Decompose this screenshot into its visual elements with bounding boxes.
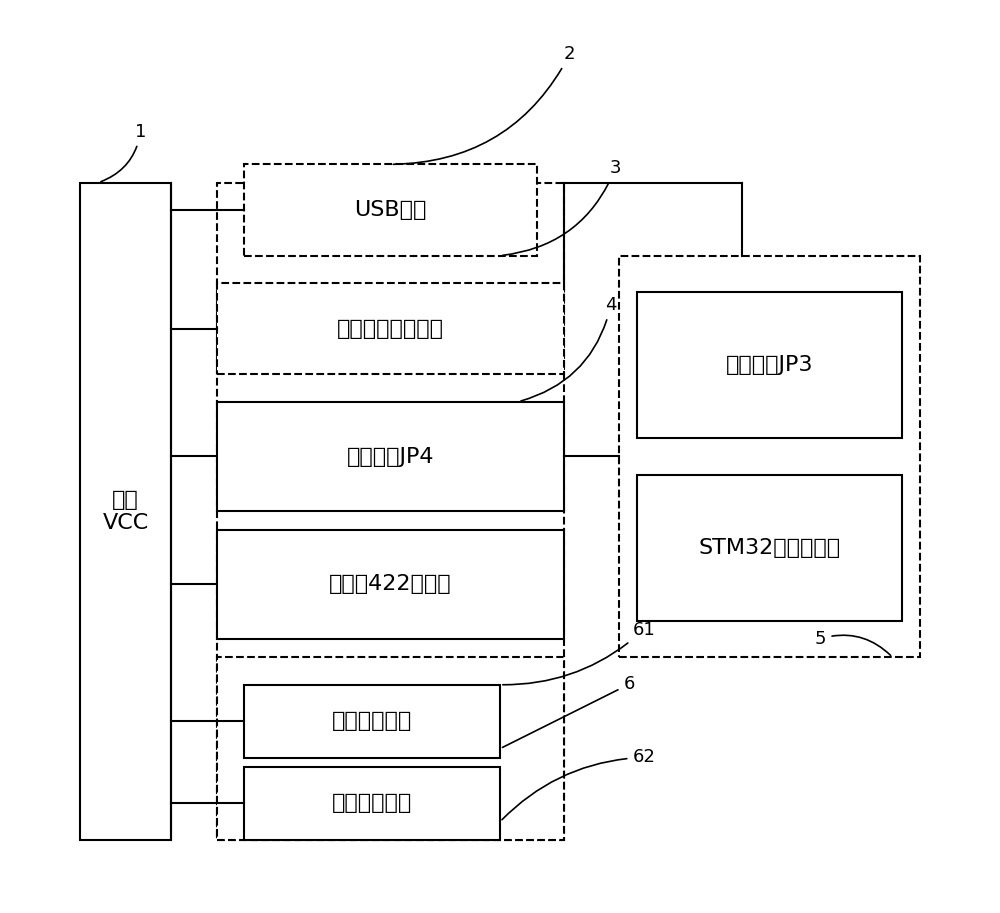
- Bar: [637, 475, 902, 621]
- Text: STM32微控制芯片: STM32微控制芯片: [698, 538, 840, 558]
- Text: 3: 3: [503, 160, 621, 256]
- Text: 一级报警电路: 一级报警电路: [332, 711, 412, 731]
- Bar: [217, 530, 564, 639]
- Text: 全双工422转换器: 全双工422转换器: [329, 574, 452, 594]
- Text: 低压差电压调节器: 低压差电压调节器: [337, 319, 444, 339]
- Text: 转换元件JP4: 转换元件JP4: [347, 446, 434, 467]
- Bar: [244, 767, 500, 840]
- Bar: [637, 292, 902, 438]
- Bar: [619, 256, 920, 657]
- Text: 电源
VCC: 电源 VCC: [103, 489, 149, 533]
- Bar: [80, 183, 171, 840]
- Bar: [217, 283, 564, 374]
- Text: 1: 1: [101, 123, 146, 182]
- Bar: [244, 685, 500, 758]
- Bar: [217, 402, 564, 511]
- Text: 2: 2: [393, 46, 575, 164]
- Bar: [217, 657, 564, 840]
- Bar: [217, 183, 564, 840]
- Text: 61: 61: [503, 621, 655, 685]
- Text: 4: 4: [521, 297, 616, 401]
- Text: 5: 5: [815, 630, 891, 656]
- Bar: [244, 164, 537, 256]
- Text: 二级报警电路: 二级报警电路: [332, 793, 412, 813]
- Text: USB母座: USB母座: [354, 200, 427, 220]
- Text: 程序元件JP3: 程序元件JP3: [726, 355, 813, 375]
- Text: 62: 62: [502, 749, 655, 820]
- Text: 6: 6: [502, 676, 635, 748]
